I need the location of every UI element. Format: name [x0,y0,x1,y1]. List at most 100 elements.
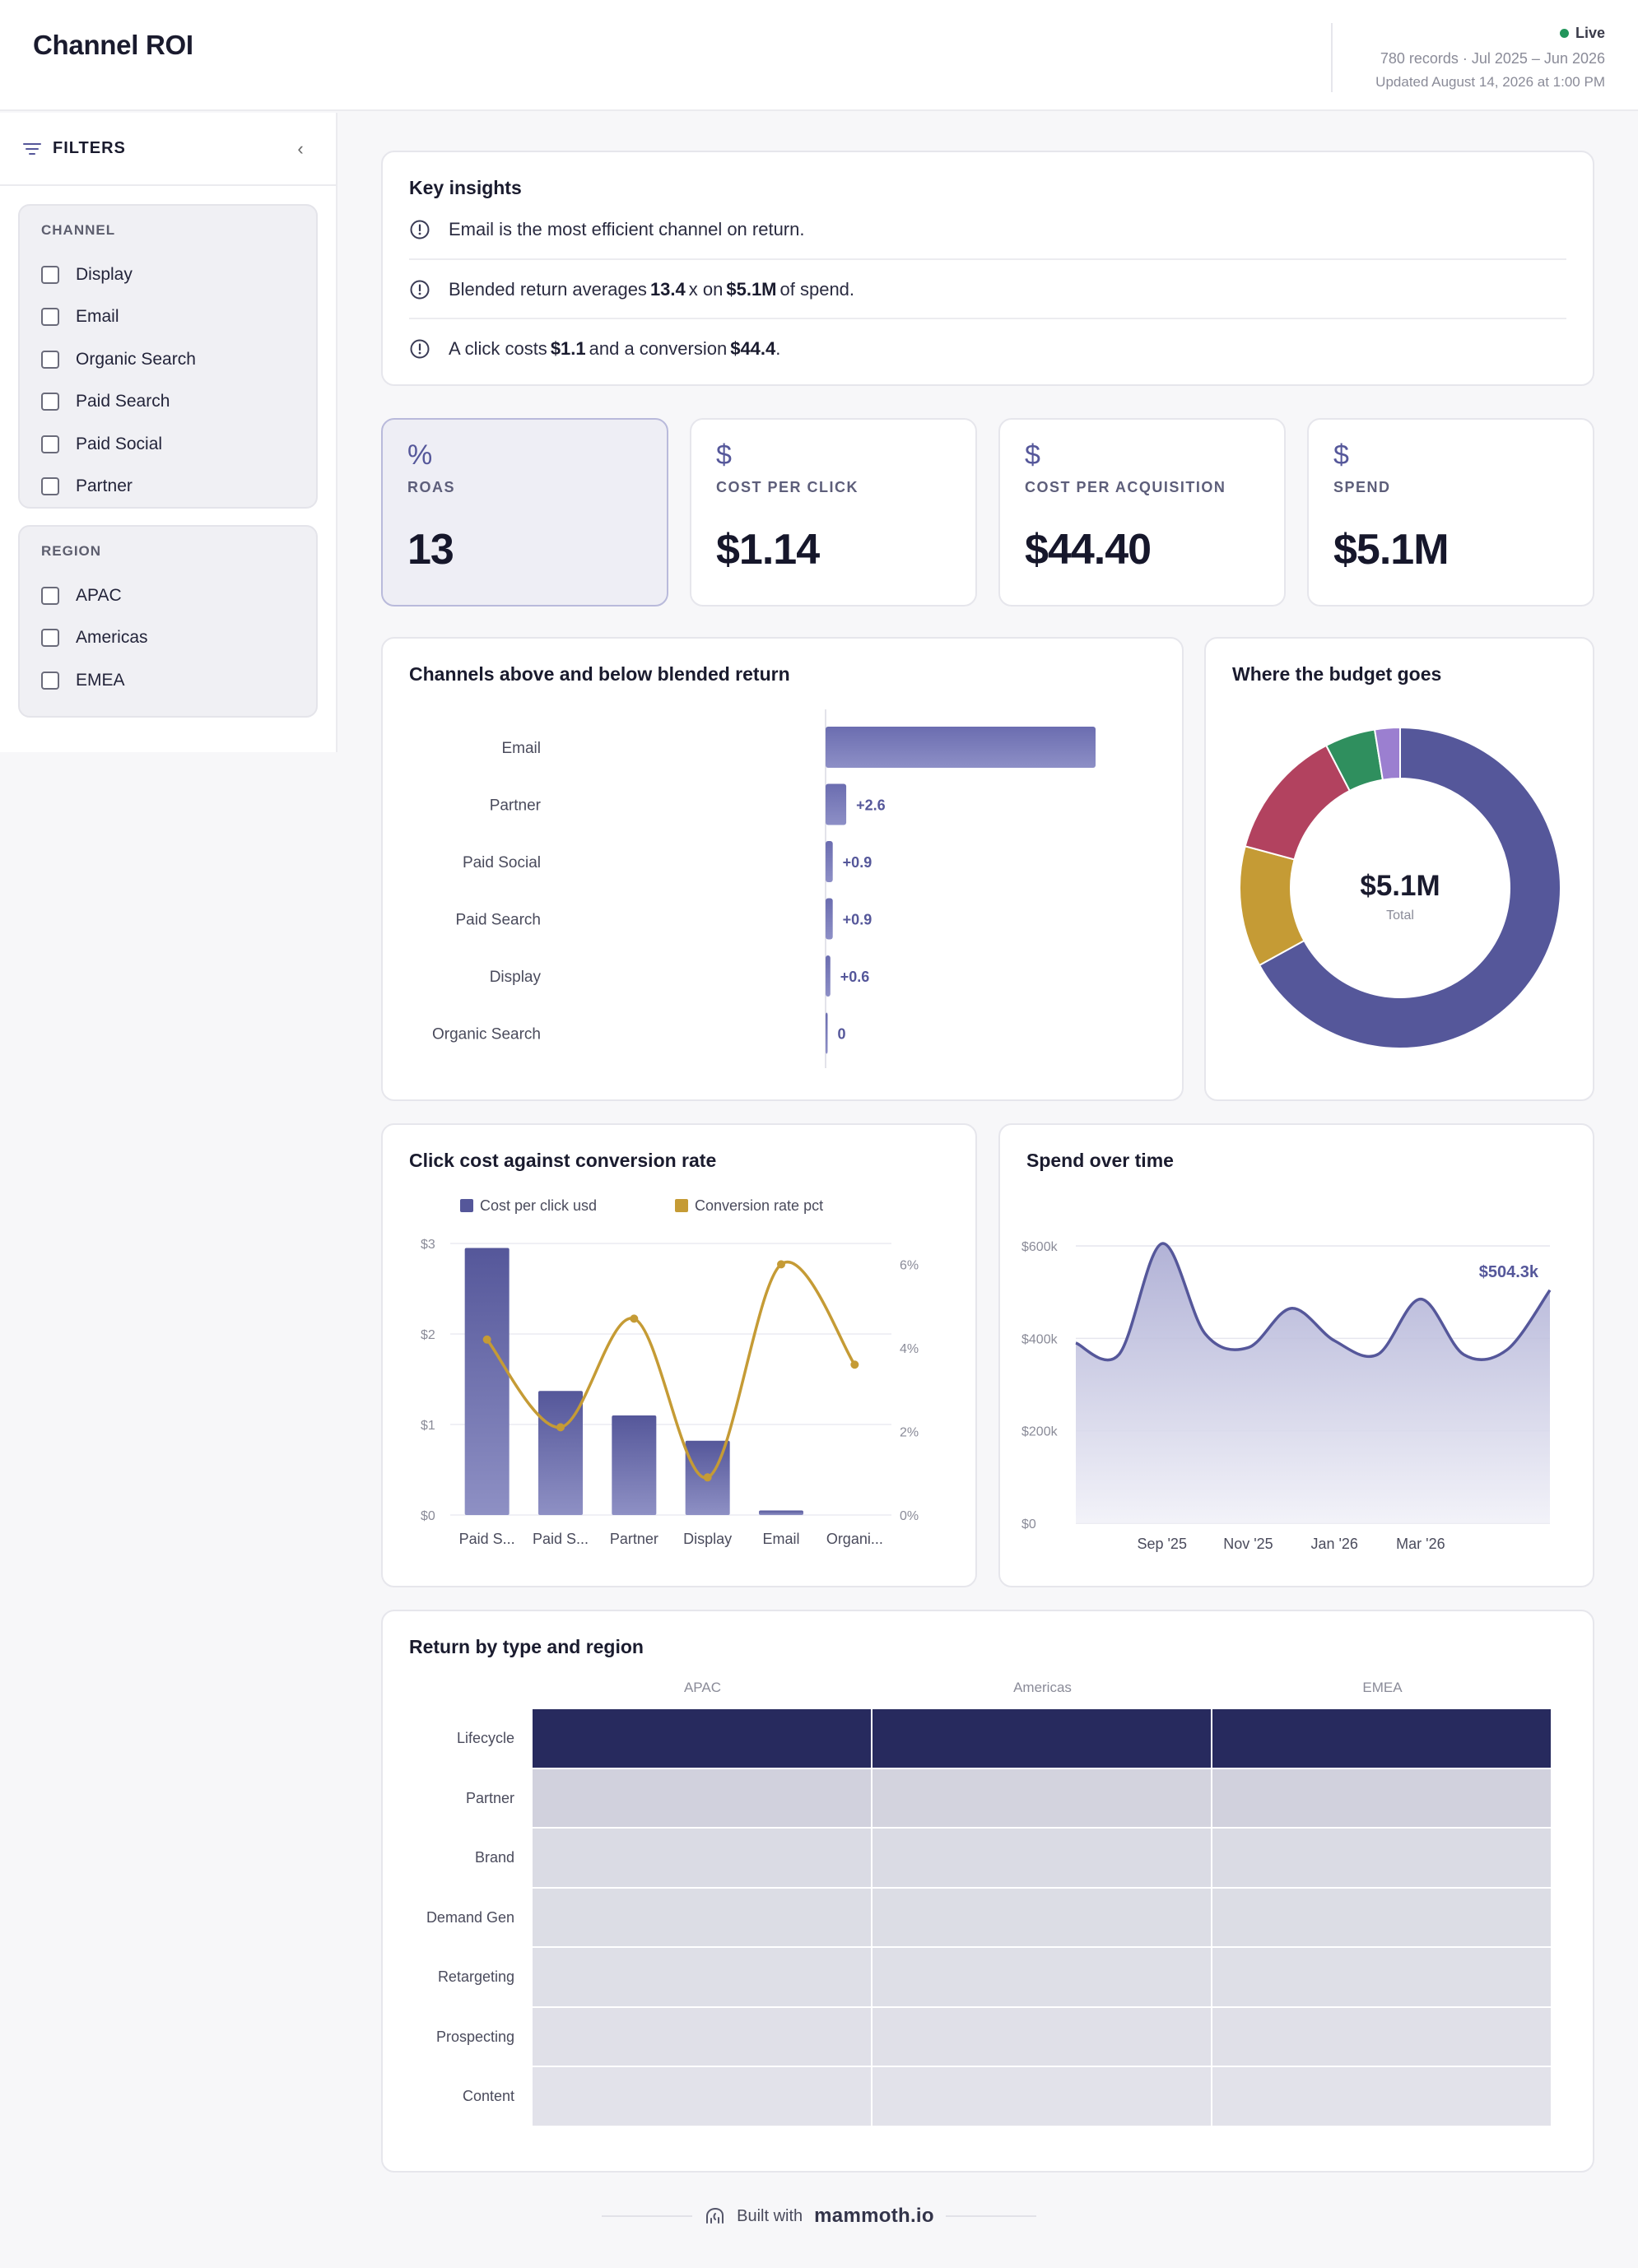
kpi-card-cost-per-click[interactable]: $ COST PER CLICK $1.14 [690,418,977,607]
dollar-icon: $ [1333,439,1349,471]
filter-option-paid-search[interactable]: Paid Search [41,381,316,424]
heatmap-cell[interactable] [533,1829,871,1887]
insight-text: A click costs [449,338,547,359]
data-label: +0.9 [843,912,873,928]
y2-tick-label: 2% [900,1425,919,1439]
filter-option-partner[interactable]: Partner [41,466,316,508]
checkbox[interactable] [41,629,59,648]
y2-tick-label: 4% [900,1342,919,1356]
checkbox[interactable] [41,308,59,327]
heatmap-cell[interactable] [533,1888,871,1946]
header-status-block: Live 780 records · Jul 2025 – Jun 2026 U… [1375,25,1605,91]
heatmap-cell[interactable] [1212,2067,1551,2126]
insight-text: . [775,338,781,359]
heatmap-row-label: Content [462,2088,514,2104]
x-tick-label: Nov '25 [1223,1536,1273,1552]
region-filter-title: REGION [41,543,102,559]
checkbox[interactable] [41,586,59,605]
checkbox[interactable] [41,393,59,411]
filter-option-apac[interactable]: APAC [41,574,316,617]
heatmap-cell[interactable] [873,1948,1211,2006]
y-tick-label: $200k [1021,1425,1059,1439]
y-tick-label: $400k [1021,1332,1059,1346]
insight-row: Blended return averages 13.4 x on $5.1M of… [409,260,1566,319]
filter-option-emea[interactable]: EMEA [41,659,316,702]
legend-label: Conversion rate pct [695,1197,823,1214]
diverging-bar-chart: Email Partner +2.6 Paid Social +0.9 Paid Sear… [432,709,1096,1068]
x-tick-label: Display [683,1531,732,1547]
heatmap-cell[interactable] [533,1948,871,2006]
filter-option-label: Paid Search [76,392,170,411]
heatmap-cell[interactable] [1212,1768,1551,1827]
filter-option-email[interactable]: Email [41,296,316,339]
kpi-value: $1.14 [716,526,820,574]
kpi-label: COST PER CLICK [716,479,859,495]
insight-text: Email is the most efficient channel on r… [449,219,805,239]
filter-option-label: APAC [76,585,122,605]
kpi-label: COST PER ACQUISITION [1025,479,1226,495]
heatmap-cell[interactable] [873,1888,1211,1946]
heatmap-column-label: APAC [683,1680,722,1695]
checkbox[interactable] [41,671,59,690]
legend-swatch [675,1199,688,1212]
heatmap-column-label: EMEA [1362,1680,1403,1695]
top-header: Channel ROI Live 780 records · Jul 2025 … [0,0,1638,111]
filter-option-label: Paid Social [76,434,163,453]
footer-brand-link[interactable]: mammoth.io [814,2205,934,2227]
heatmap-cell[interactable] [1212,1709,1551,1768]
heatmap-cell[interactable] [1212,1829,1551,1887]
return-heatmap: APAC Americas EMEA Lifecycle Partner Brand Dem… [383,1611,1593,2171]
kpi-card-roas[interactable]: % ROAS 13 [381,418,668,607]
line-point [630,1314,639,1323]
filter-option-label: Organic Search [76,349,196,369]
heatmap-cell[interactable] [873,1829,1211,1887]
footer: Built with mammoth.io [0,2196,1638,2237]
spend-area-fill [1076,1243,1550,1523]
filter-option-paid-social[interactable]: Paid Social [41,423,316,466]
bar [826,1012,828,1054]
heatmap-cell[interactable] [873,1768,1211,1827]
last-value-label: $504.3k [1479,1263,1539,1281]
heatmap-cell[interactable] [533,1768,871,1827]
heatmap-cell[interactable] [1212,2007,1551,2066]
checkbox[interactable] [41,350,59,369]
kpi-card-spend[interactable]: $ SPEND $5.1M [1307,418,1594,607]
kpi-value: $5.1M [1333,526,1450,574]
filter-option-label: EMEA [76,670,125,690]
budget-donut-card: Where the budget goes $5.1M Total [1204,637,1594,1101]
dollar-icon: $ [716,439,732,471]
heatmap-cell[interactable] [1212,1888,1551,1946]
filter-option-organic-search[interactable]: Organic Search [41,338,316,381]
insight-highlight: $1.1 [550,338,586,359]
category-label: Organic Search [432,1026,541,1043]
heatmap-column-label: Americas [1013,1680,1072,1695]
heatmap-row-label: Brand [474,1849,514,1866]
checkbox[interactable] [41,265,59,284]
donut-slice [1244,744,1352,861]
percent-icon: % [407,439,433,471]
collapse-sidebar-button[interactable]: ‹ [297,137,304,159]
filter-option-label: Email [76,307,119,327]
heatmap-cell[interactable] [533,2067,871,2126]
heatmap-cell[interactable] [533,1709,871,1768]
line-point [850,1360,859,1369]
donut-center-label: Total [1386,909,1414,923]
filter-option-label: Display [76,264,133,284]
heatmap-cell[interactable] [873,2007,1211,2066]
built-with-label: Built with [737,2206,803,2225]
channels-vs-blended-card: Channels above and below blended return … [381,637,1184,1101]
kpi-value: 13 [407,526,454,574]
bar [538,1391,583,1515]
filter-option-display[interactable]: Display [41,253,316,296]
checkbox[interactable] [41,477,59,496]
filter-option-americas[interactable]: Americas [41,617,316,660]
checkbox[interactable] [41,435,59,453]
heatmap-cell[interactable] [1212,1948,1551,2006]
heatmap-cell[interactable] [873,2067,1211,2126]
heatmap-cell[interactable] [533,2007,871,2066]
chart-title: Where the budget goes [1232,663,1442,685]
heatmap-row-label: Demand Gen [426,1908,514,1926]
heatmap-cell[interactable] [873,1709,1211,1768]
chart-title: Click cost against conversion rate [409,1150,717,1171]
kpi-card-cost-per-acquisition[interactable]: $ COST PER ACQUISITION $44.40 [998,418,1286,607]
